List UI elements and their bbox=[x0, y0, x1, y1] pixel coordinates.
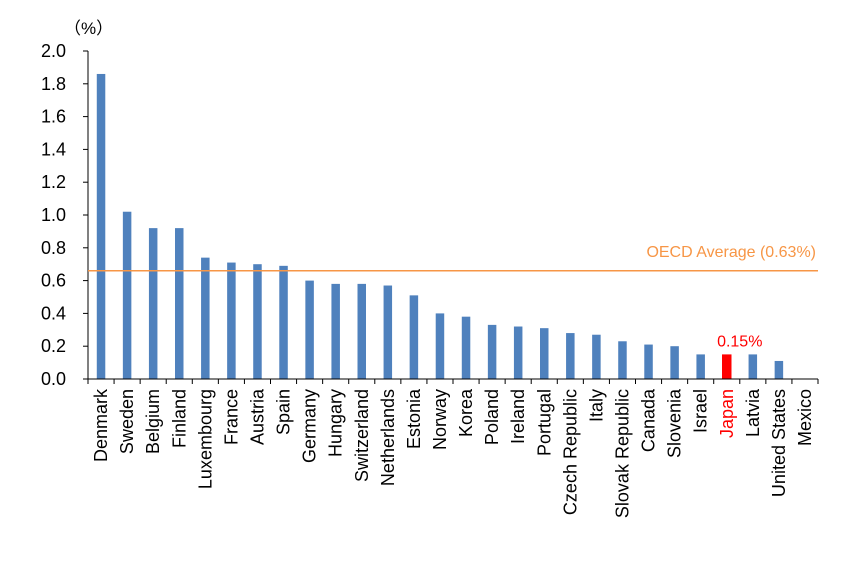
bar-united-states bbox=[774, 360, 784, 379]
oecd-average-label: OECD Average (0.63%) bbox=[646, 244, 816, 261]
y-tick-label: 1.0 bbox=[41, 205, 66, 225]
bar-slovak-republic bbox=[618, 341, 627, 379]
x-tick-label: Czech Republic bbox=[560, 389, 580, 515]
x-axis: Denmark Sweden Belgium Finland Luxembourg Fra… bbox=[87, 378, 819, 518]
x-tick-label: Slovak Republic bbox=[612, 389, 632, 518]
x-tick-label: Mexico bbox=[795, 389, 815, 446]
bar-switzerland bbox=[357, 283, 366, 379]
bar-poland bbox=[487, 324, 497, 379]
x-tick-label: Korea bbox=[456, 388, 476, 437]
y-tick-label: 1.8 bbox=[41, 74, 66, 94]
bar-japan bbox=[722, 354, 732, 379]
y-axis: 0.0 0.2 0.4 0.6 0.8 1.0 1.2 1.4 1.6 1.8 2.0 bbox=[41, 41, 89, 389]
bar-portugal bbox=[540, 328, 549, 379]
y-tick-label: 0.0 bbox=[41, 369, 66, 389]
bar-denmark bbox=[96, 73, 106, 380]
x-tick-label: Latvia bbox=[743, 388, 763, 437]
bar-austria bbox=[253, 264, 262, 379]
bar-slovenia bbox=[670, 346, 679, 379]
bar-israel bbox=[696, 354, 705, 379]
y-tick-label: 0.2 bbox=[41, 336, 66, 356]
bar-netherlands bbox=[383, 285, 393, 379]
japan-value-label: 0.15% bbox=[717, 333, 762, 350]
x-tick-label: Poland bbox=[482, 389, 502, 445]
bar-germany bbox=[305, 280, 314, 379]
x-tick-label: Slovenia bbox=[665, 388, 685, 458]
oecd-average-group: OECD Average (0.63%) bbox=[88, 244, 818, 272]
bar-finland bbox=[175, 228, 184, 379]
x-tick-label: Switzerland bbox=[352, 389, 372, 482]
x-tick-label: Belgium bbox=[143, 389, 163, 454]
bar-france bbox=[227, 262, 236, 379]
y-tick-label: 0.8 bbox=[41, 238, 66, 258]
x-tick-label: Norway bbox=[430, 389, 450, 450]
x-tick-label: Canada bbox=[639, 388, 659, 452]
bar-latvia bbox=[748, 354, 758, 379]
x-tick-label: Japan bbox=[717, 389, 737, 438]
x-tick-label: Israel bbox=[691, 389, 711, 433]
bar-czech-republic bbox=[566, 333, 575, 379]
bar-canada bbox=[644, 344, 653, 379]
x-tick-label: Ireland bbox=[508, 389, 528, 444]
x-tick-label: Hungary bbox=[326, 389, 346, 457]
bar-italy bbox=[592, 334, 601, 379]
x-tick-label: France bbox=[221, 389, 241, 445]
bar-norway bbox=[435, 313, 445, 379]
x-tick-label: Estonia bbox=[404, 388, 424, 449]
x-tick-label: Sweden bbox=[117, 389, 137, 454]
x-tick-label: Germany bbox=[300, 389, 320, 463]
bar-ireland bbox=[513, 326, 523, 379]
x-tick-label: Luxembourg bbox=[195, 389, 215, 489]
y-tick-label: 1.2 bbox=[41, 172, 66, 192]
x-tick-label: Finland bbox=[169, 389, 189, 448]
x-tick-label: Italy bbox=[586, 389, 606, 422]
y-tick-label: 0.4 bbox=[41, 303, 66, 323]
x-tick-label: Denmark bbox=[91, 388, 111, 462]
unit-label: （%） bbox=[64, 19, 113, 38]
x-tick-label: United States bbox=[769, 389, 789, 497]
y-tick-label: 0.6 bbox=[41, 271, 66, 291]
y-tick-label: 2.0 bbox=[41, 41, 66, 61]
x-tick-label: Netherlands bbox=[378, 389, 398, 486]
bar-korea bbox=[461, 316, 471, 379]
bar-sweden bbox=[122, 211, 132, 379]
bars bbox=[96, 73, 784, 380]
x-tick-label: Portugal bbox=[534, 389, 554, 456]
x-tick-label: Austria bbox=[247, 388, 267, 445]
y-tick-label: 1.6 bbox=[41, 107, 66, 127]
bar-luxembourg bbox=[201, 257, 210, 379]
y-tick-label: 1.4 bbox=[41, 139, 66, 159]
bar-belgium bbox=[148, 228, 158, 379]
x-tick-label: Spain bbox=[274, 389, 294, 435]
bar-estonia bbox=[409, 295, 419, 379]
bar-hungary bbox=[331, 283, 340, 379]
bar-spain bbox=[279, 265, 288, 379]
